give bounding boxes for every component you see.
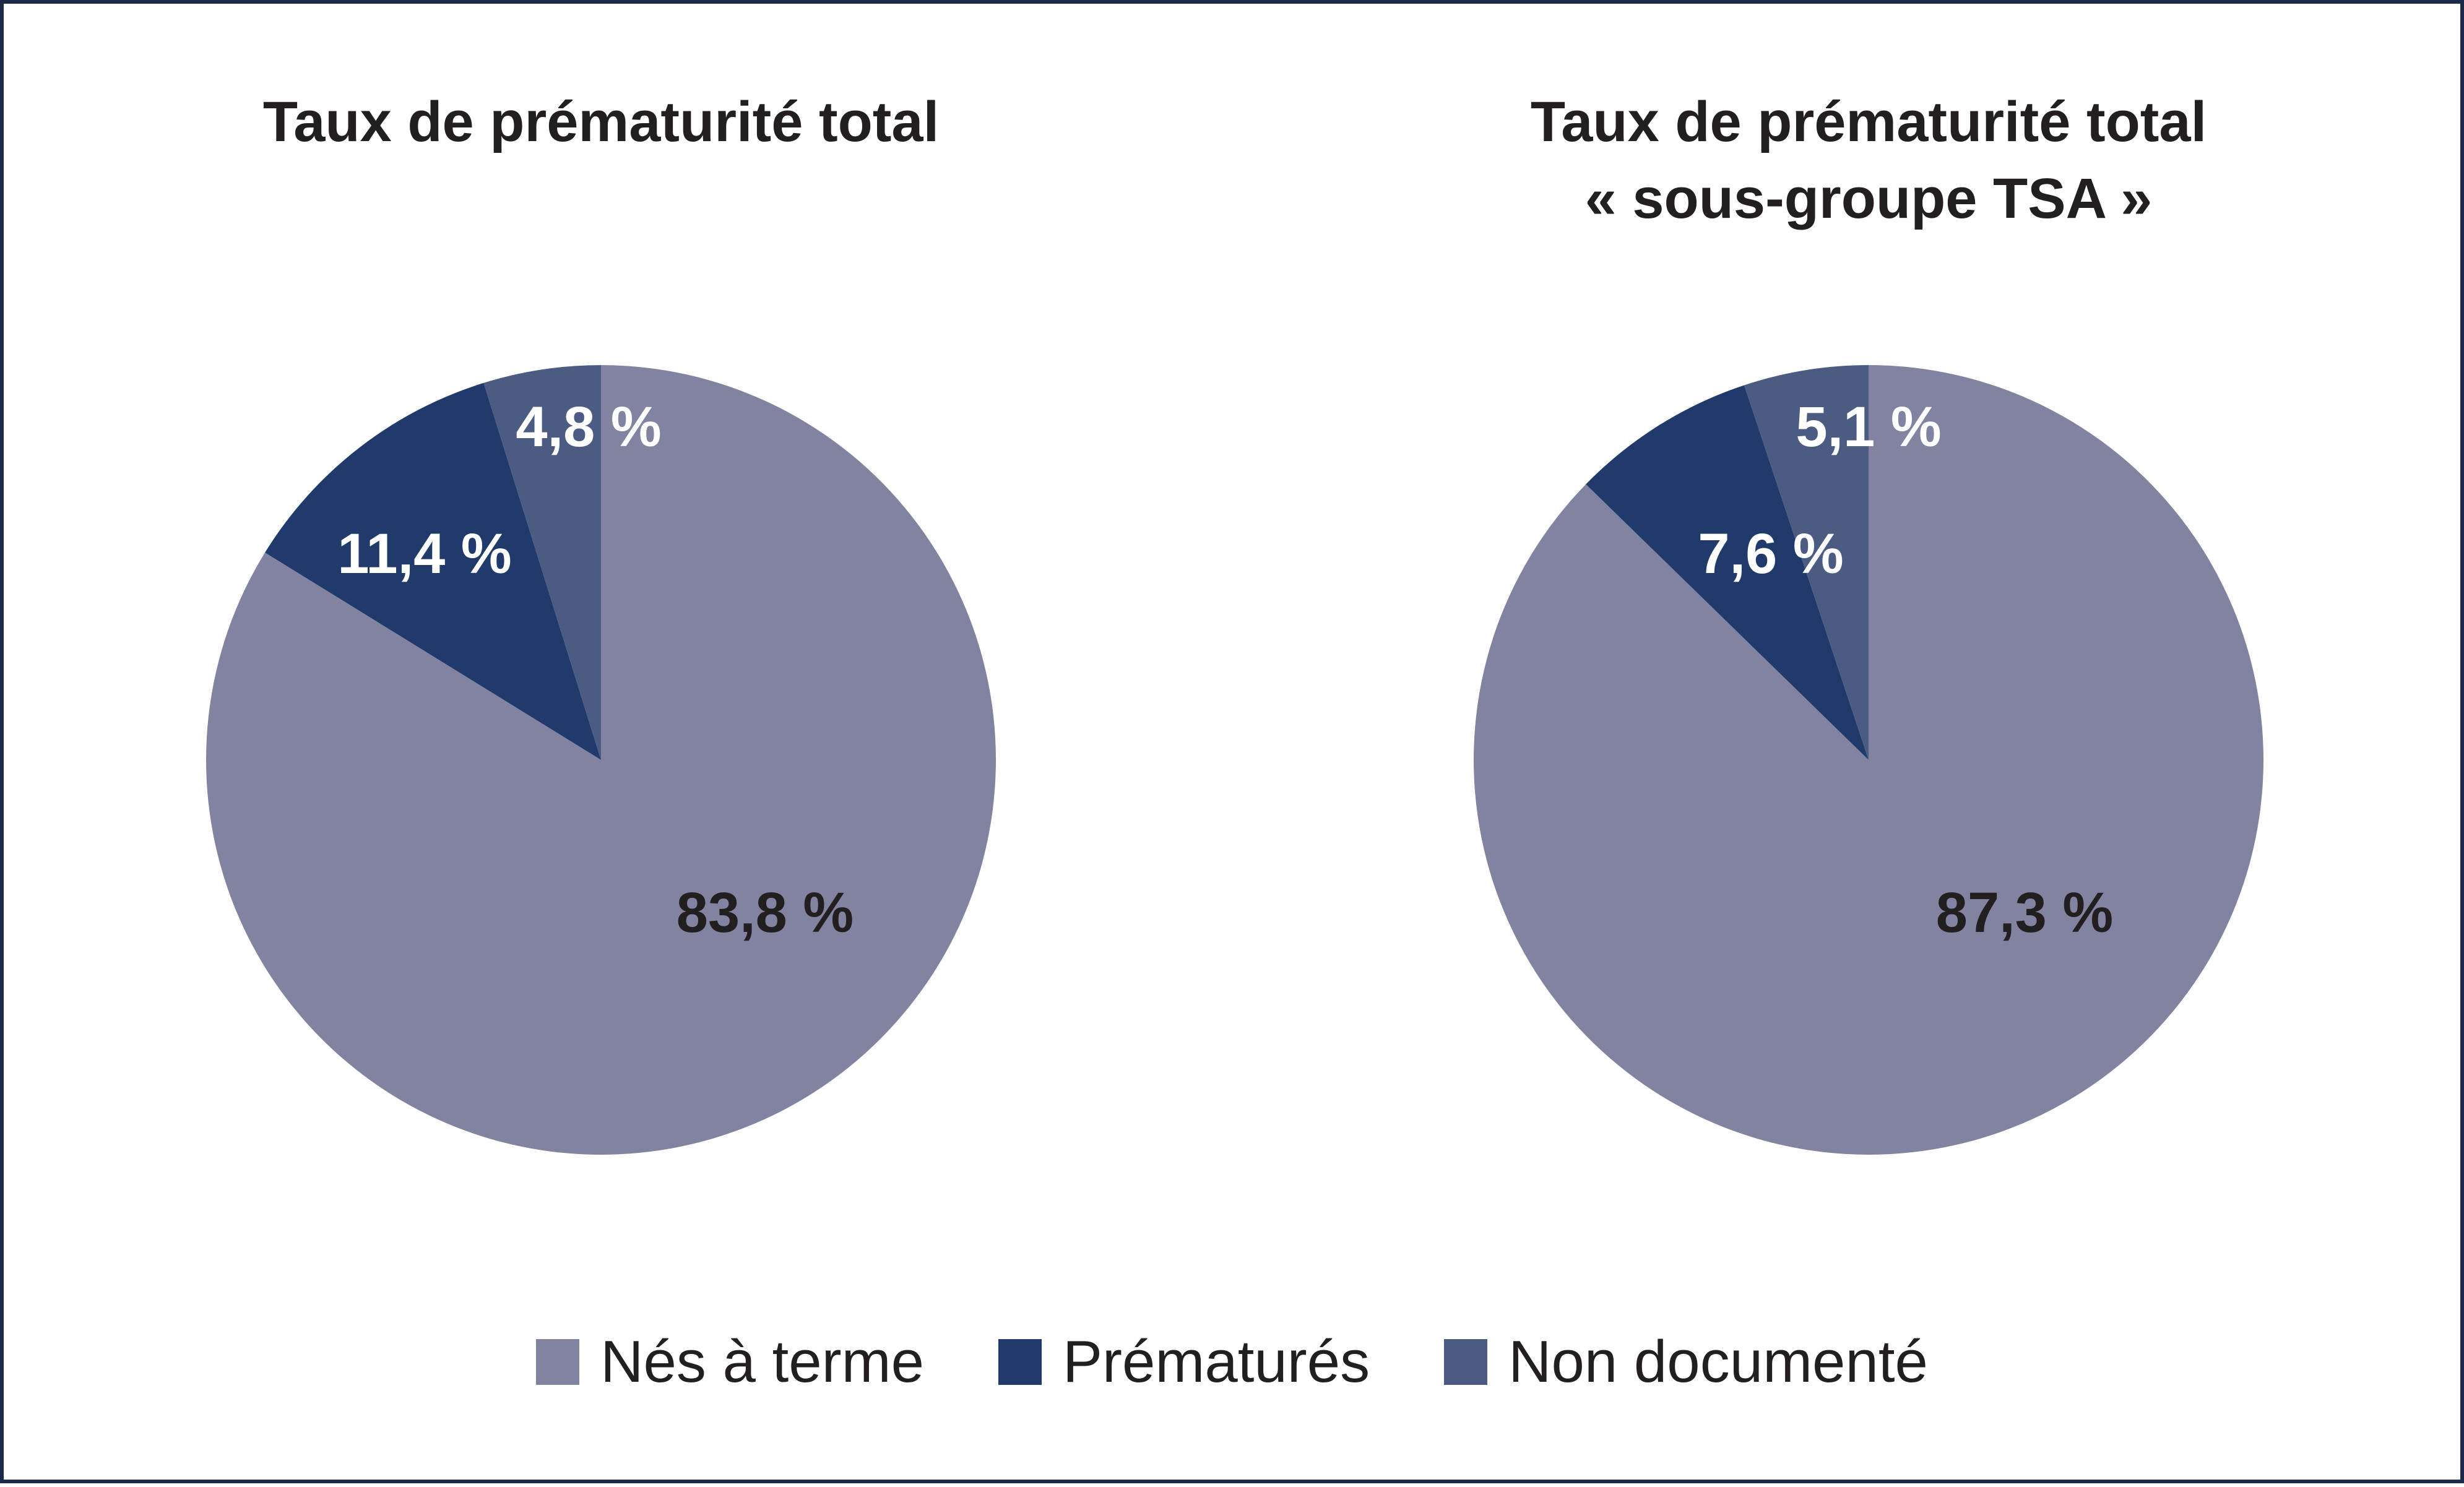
pie-slice-undocumented bbox=[1744, 365, 1869, 760]
legend-swatch-premature bbox=[998, 1339, 1042, 1385]
legend-item-premature: Prématurés bbox=[998, 1328, 1370, 1396]
chart-title: Taux de prématurité total bbox=[1531, 90, 2207, 153]
pie-chart-1: Taux de prématurité total 83,8 % 11,4 %4,8… bbox=[206, 90, 996, 1155]
pie-slice-undocumented bbox=[483, 365, 601, 760]
pie-charts: Taux de prématurité total 83,8 % 11,4 %4,8… bbox=[206, 90, 2263, 1155]
legend-swatch-undocumented bbox=[1444, 1339, 1488, 1385]
legend-label-undocumented: Non documenté bbox=[1508, 1329, 1928, 1395]
pie-slice-premature bbox=[265, 382, 601, 760]
legend-item-full-term: Nés à terme bbox=[536, 1328, 924, 1396]
legend-label-full-term: Nés à terme bbox=[600, 1329, 924, 1395]
slice-label-premature: 7,6 % bbox=[1698, 522, 1843, 585]
pie-slice-full-term bbox=[206, 365, 996, 1155]
legend: Nés à terme Prématurés Non documenté bbox=[4, 1328, 2460, 1396]
chart-title: « sous-groupe TSA » bbox=[1585, 167, 2153, 230]
pie-chart-2: Taux de prématurité total « sous-groupe T… bbox=[1473, 90, 2263, 1155]
chart-title: Taux de prématurité total bbox=[263, 90, 939, 153]
slice-label-undocumented: 4,8 % bbox=[516, 395, 661, 459]
pie-slice-premature bbox=[1586, 385, 1869, 760]
slice-label-premature: 11,4 % bbox=[337, 522, 511, 585]
slice-label-full-term: 87,3 % bbox=[1936, 881, 2113, 944]
legend-item-undocumented: Non documenté bbox=[1444, 1328, 1928, 1396]
legend-label-premature: Prématurés bbox=[1062, 1329, 1370, 1395]
legend-swatch-full-term bbox=[536, 1339, 580, 1385]
pie-slice-full-term bbox=[1473, 365, 2263, 1155]
slice-label-undocumented: 5,1 % bbox=[1796, 395, 1941, 459]
slice-label-full-term: 83,8 % bbox=[677, 881, 854, 944]
